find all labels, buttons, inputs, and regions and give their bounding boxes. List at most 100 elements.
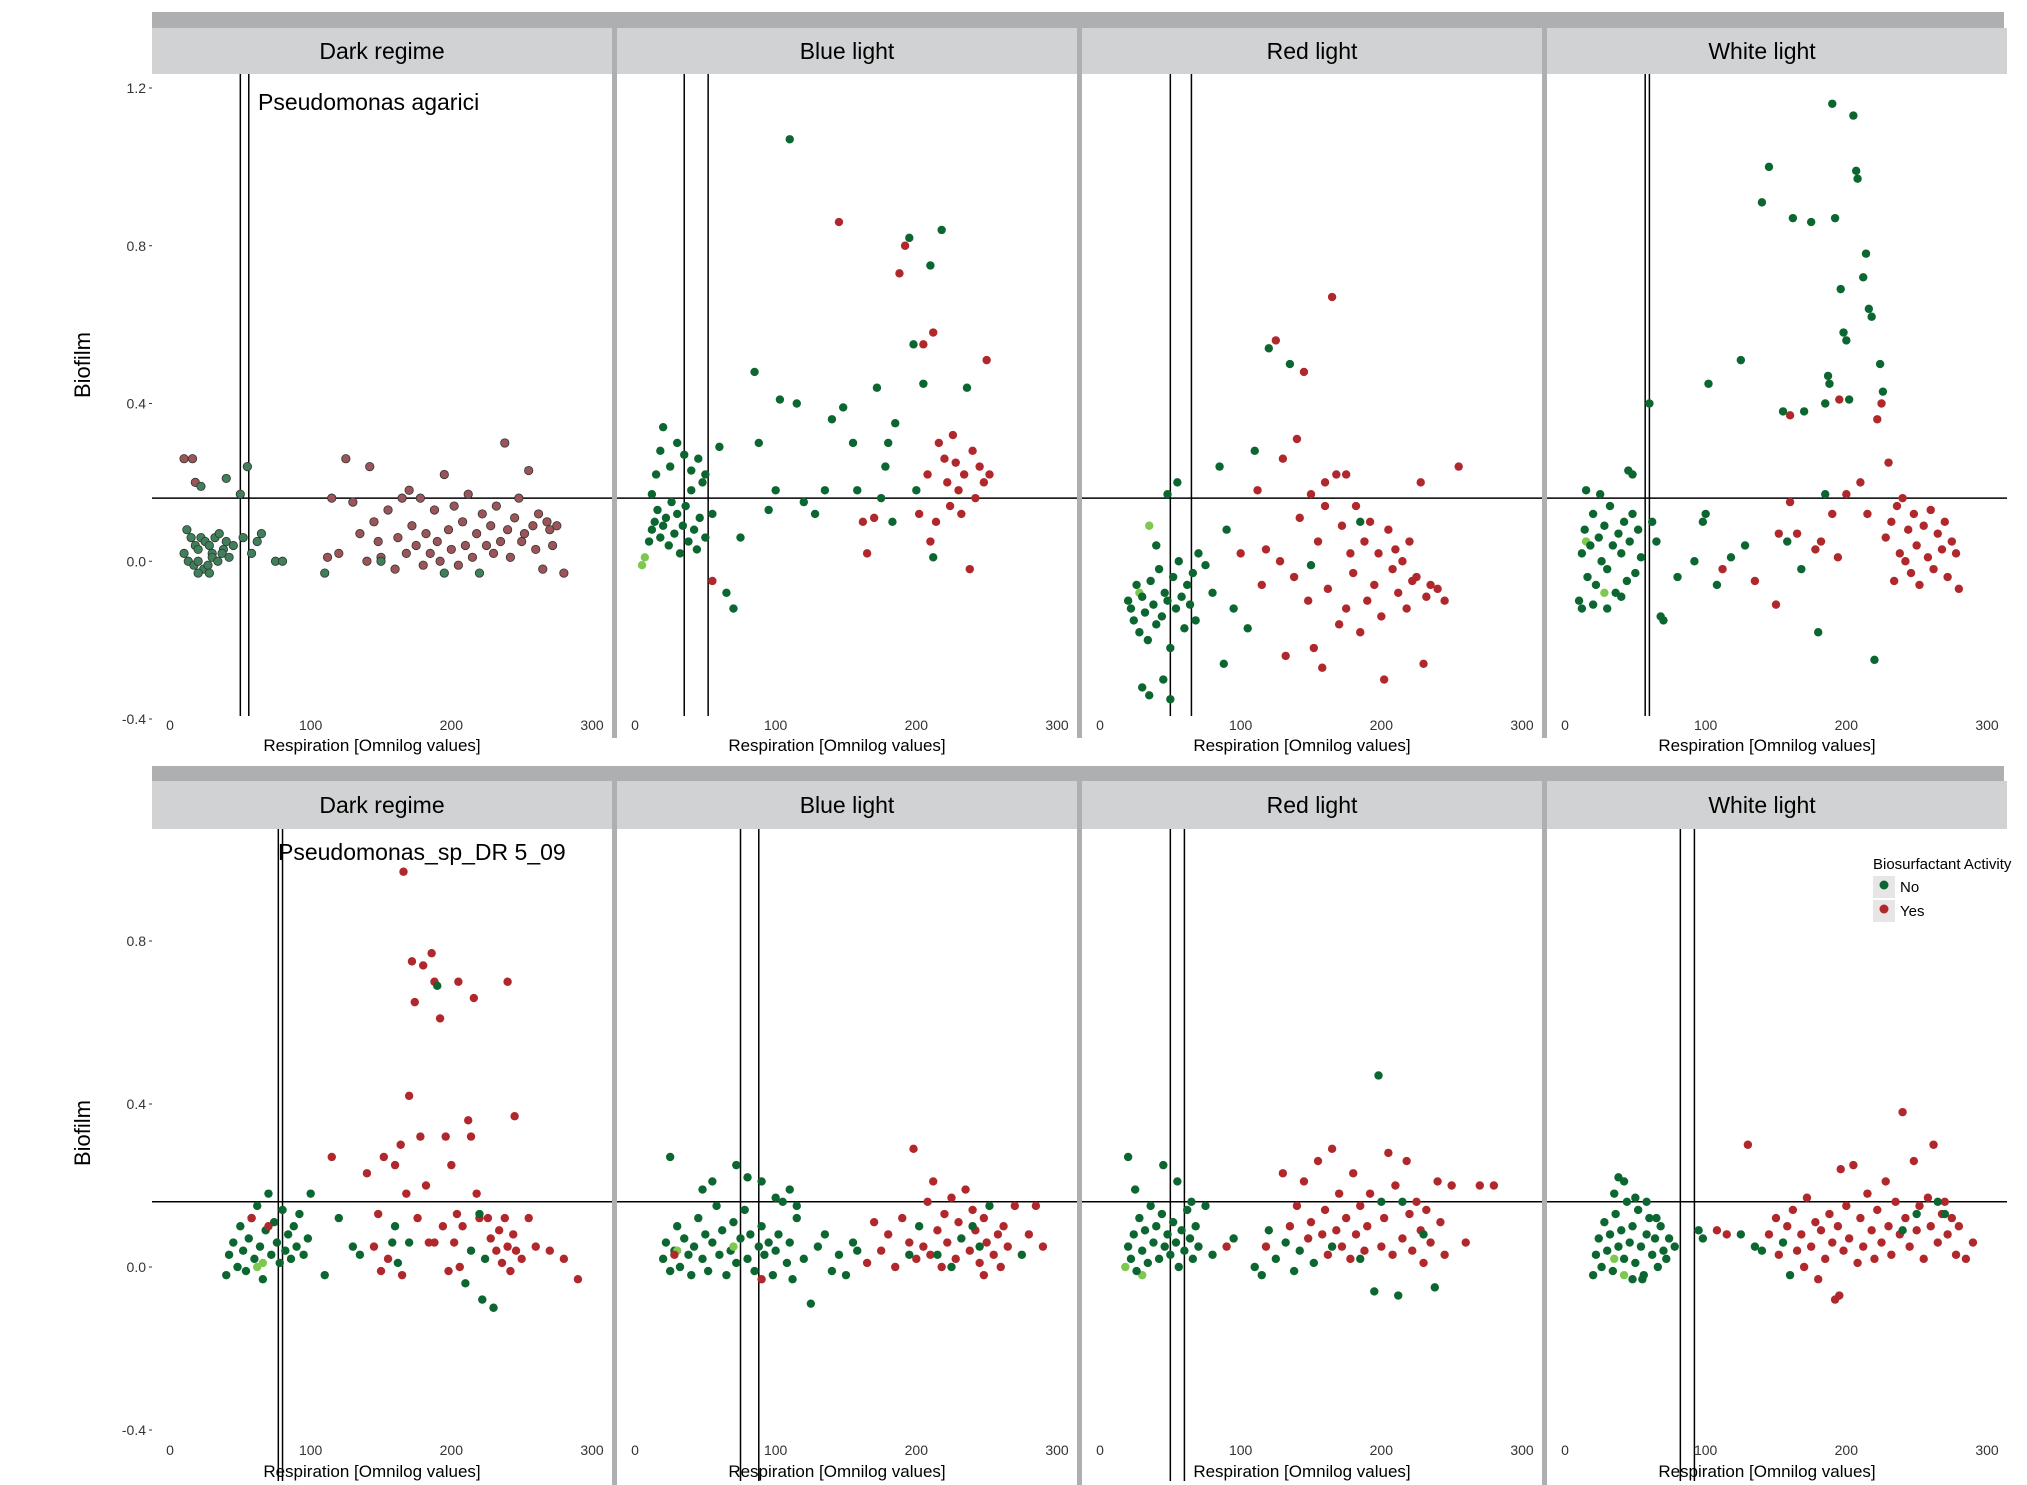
point-yes bbox=[1309, 643, 1319, 653]
point-no bbox=[1160, 588, 1169, 597]
point-no bbox=[658, 1254, 668, 1264]
point-no bbox=[884, 438, 893, 448]
point-no bbox=[768, 1270, 778, 1280]
point-no bbox=[1370, 1287, 1379, 1296]
point-yes bbox=[914, 509, 924, 519]
point-no bbox=[715, 442, 724, 452]
point-no bbox=[272, 1238, 282, 1247]
point-yes bbox=[1836, 1165, 1845, 1174]
point-yes bbox=[1816, 537, 1826, 546]
panel-separator bbox=[612, 28, 617, 738]
point-yes bbox=[1303, 1234, 1313, 1243]
point-no bbox=[1694, 1226, 1703, 1235]
point-yes bbox=[425, 548, 435, 558]
point-yes bbox=[1828, 1238, 1837, 1247]
point-no bbox=[1764, 162, 1774, 172]
point-yes bbox=[429, 505, 440, 515]
point-no bbox=[708, 1238, 717, 1247]
point-yes bbox=[402, 1189, 411, 1198]
point-yes bbox=[1299, 1177, 1309, 1186]
point-no bbox=[320, 1270, 329, 1280]
point-no bbox=[1788, 213, 1798, 223]
point-yes bbox=[996, 1262, 1005, 1272]
point-no bbox=[1673, 572, 1682, 582]
point-yes bbox=[1292, 1201, 1302, 1211]
point-yes bbox=[472, 1189, 481, 1198]
point-yes bbox=[187, 454, 198, 464]
point-no bbox=[1631, 568, 1640, 578]
point-yes bbox=[1313, 537, 1323, 546]
x-tick-label: 200 bbox=[1835, 717, 1859, 733]
point-no bbox=[1652, 1213, 1661, 1223]
point-no bbox=[390, 1222, 400, 1231]
point-yes bbox=[486, 521, 496, 531]
point-no bbox=[1581, 486, 1591, 495]
point-no bbox=[1799, 407, 1809, 416]
point-no bbox=[689, 525, 699, 534]
point-no bbox=[1750, 1242, 1760, 1251]
point-no bbox=[891, 419, 900, 428]
point-no bbox=[238, 1246, 248, 1255]
point-no bbox=[1633, 525, 1643, 534]
point-yes bbox=[937, 1262, 946, 1272]
legend-key-no: No bbox=[1873, 876, 1919, 898]
x-tick-label: 200 bbox=[1370, 1442, 1394, 1458]
point-yes bbox=[401, 548, 411, 558]
point-no bbox=[1617, 592, 1626, 601]
point-no bbox=[1171, 1238, 1181, 1247]
point-no bbox=[792, 1213, 801, 1223]
point-yes bbox=[397, 493, 407, 503]
point-no bbox=[1583, 572, 1592, 582]
point-yes bbox=[1912, 1226, 1921, 1235]
point-no bbox=[355, 1250, 365, 1259]
point-yes bbox=[1332, 1226, 1341, 1235]
point-yes bbox=[1881, 1177, 1890, 1186]
point-yes bbox=[1398, 1234, 1407, 1243]
point-yes bbox=[466, 1132, 476, 1141]
point-no bbox=[1138, 1246, 1147, 1255]
point-yes bbox=[1792, 1246, 1802, 1255]
point-no bbox=[1229, 604, 1238, 613]
strip-top-bar bbox=[152, 12, 2004, 28]
point-yes bbox=[435, 1014, 445, 1023]
point-no bbox=[1726, 553, 1736, 562]
point-no bbox=[1588, 509, 1598, 519]
point-no bbox=[647, 490, 657, 499]
point-no bbox=[708, 509, 717, 519]
point-no bbox=[224, 1250, 234, 1259]
point-yes bbox=[1853, 1258, 1862, 1268]
y-tick-label: 0.8 bbox=[127, 933, 147, 949]
point-no bbox=[480, 1254, 490, 1264]
point-no bbox=[813, 1242, 823, 1251]
point-yes bbox=[934, 438, 944, 448]
point-yes bbox=[979, 1213, 989, 1223]
point-no bbox=[1257, 1270, 1266, 1280]
point-yes bbox=[1379, 1213, 1389, 1223]
x-tick-label: 300 bbox=[1510, 1442, 1534, 1458]
point-no bbox=[1591, 1250, 1601, 1259]
point-no bbox=[1264, 344, 1274, 353]
point-no bbox=[278, 1205, 287, 1215]
point-yes bbox=[1349, 568, 1358, 578]
point-no bbox=[722, 1270, 731, 1280]
point-no bbox=[461, 1279, 470, 1288]
y-tick-label: 0.4 bbox=[127, 396, 147, 412]
point-yes bbox=[971, 493, 980, 503]
point-no bbox=[1797, 564, 1806, 574]
panel-separator bbox=[1077, 781, 1082, 1485]
point-yes bbox=[573, 1275, 583, 1284]
point-yes bbox=[355, 529, 365, 539]
point-no bbox=[810, 509, 820, 519]
point-yes bbox=[1877, 399, 1886, 408]
point-no bbox=[1574, 596, 1584, 605]
point-no bbox=[1140, 1226, 1150, 1235]
point-no bbox=[1123, 596, 1133, 605]
point-no bbox=[1619, 1254, 1629, 1264]
point-no bbox=[433, 981, 442, 991]
point-yes bbox=[1821, 1254, 1830, 1264]
point-no bbox=[214, 529, 224, 539]
point-yes bbox=[1811, 545, 1820, 554]
x-axis-label: Respiration [Omnilog values] bbox=[1658, 1462, 1875, 1481]
point-no bbox=[267, 1250, 276, 1259]
point-no bbox=[1327, 1242, 1337, 1251]
